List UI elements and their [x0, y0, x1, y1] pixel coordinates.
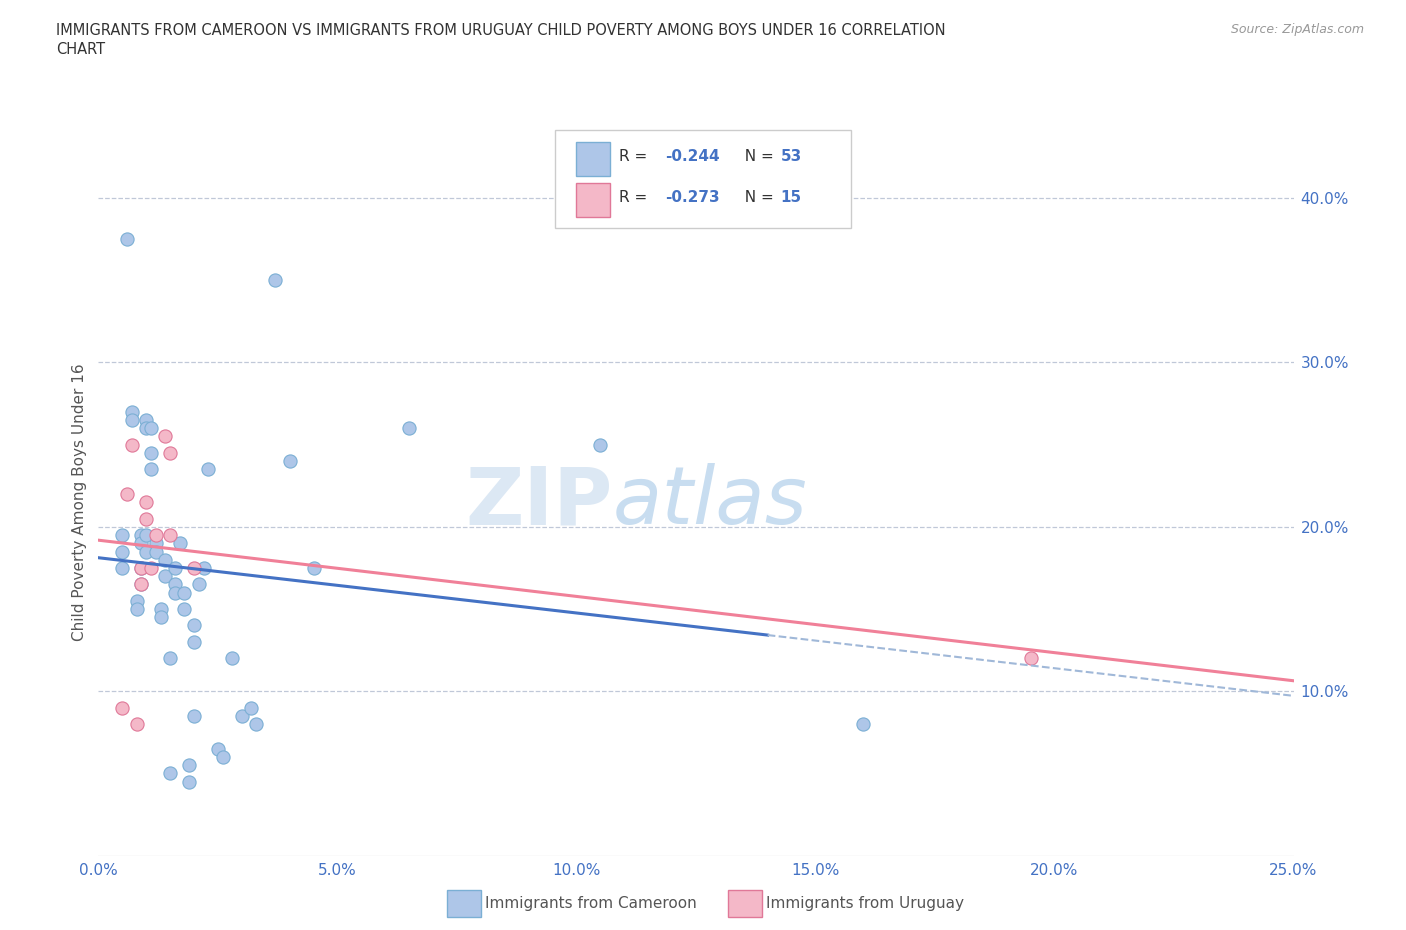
Point: [111, 527, 134, 542]
Text: ZIP: ZIP: [465, 463, 612, 541]
Point: [139, 462, 162, 477]
Y-axis label: Child Poverty Among Boys Under 16: Child Poverty Among Boys Under 16: [72, 364, 87, 641]
Point: [173, 602, 195, 617]
Point: [121, 405, 143, 419]
Text: CHART: CHART: [56, 42, 105, 57]
Point: [155, 552, 177, 567]
Point: [111, 544, 134, 559]
Point: [197, 462, 219, 477]
Point: [173, 585, 195, 600]
Text: 53: 53: [780, 149, 801, 164]
Text: R =: R =: [619, 190, 652, 205]
Point: [139, 420, 162, 435]
Text: -0.244: -0.244: [665, 149, 720, 164]
Point: [125, 717, 148, 732]
Text: atlas: atlas: [612, 463, 807, 541]
Point: [111, 561, 134, 576]
Point: [159, 527, 181, 542]
Point: [245, 717, 267, 732]
Point: [131, 561, 153, 576]
Point: [187, 577, 209, 591]
Text: Source: ZipAtlas.com: Source: ZipAtlas.com: [1230, 23, 1364, 36]
Point: [155, 569, 177, 584]
Point: [159, 766, 181, 781]
Point: [139, 561, 162, 576]
Point: [163, 585, 186, 600]
Point: [135, 527, 157, 542]
Point: [231, 709, 253, 724]
Point: [302, 561, 325, 576]
Point: [278, 454, 301, 469]
Point: [155, 429, 177, 444]
Point: [221, 651, 243, 666]
Point: [145, 527, 167, 542]
Point: [115, 232, 138, 246]
Point: [145, 536, 167, 551]
Point: [159, 445, 181, 460]
Point: [131, 577, 153, 591]
Point: [1019, 651, 1042, 666]
Point: [207, 741, 229, 756]
Text: 15: 15: [780, 190, 801, 205]
Text: Immigrants from Uruguay: Immigrants from Uruguay: [766, 896, 965, 910]
Point: [183, 634, 205, 649]
Point: [398, 420, 420, 435]
Text: R =: R =: [619, 149, 652, 164]
Text: Immigrants from Cameroon: Immigrants from Cameroon: [485, 896, 697, 910]
Text: -0.273: -0.273: [665, 190, 720, 205]
Point: [145, 544, 167, 559]
Text: N =: N =: [735, 149, 779, 164]
Text: N =: N =: [735, 190, 779, 205]
Point: [125, 602, 148, 617]
Point: [183, 709, 205, 724]
Point: [179, 774, 201, 789]
Point: [211, 750, 233, 764]
Point: [149, 602, 172, 617]
Point: [125, 593, 148, 608]
Point: [193, 561, 215, 576]
Point: [183, 561, 205, 576]
Point: [852, 717, 875, 732]
Point: [149, 610, 172, 625]
Point: [115, 486, 138, 501]
Point: [179, 758, 201, 773]
Point: [169, 536, 191, 551]
Point: [135, 544, 157, 559]
Point: [131, 577, 153, 591]
Point: [183, 618, 205, 633]
Point: [264, 272, 287, 287]
Point: [135, 420, 157, 435]
Point: [135, 413, 157, 428]
Point: [135, 495, 157, 510]
Point: [159, 651, 181, 666]
Point: [163, 561, 186, 576]
Point: [240, 700, 263, 715]
Point: [589, 437, 612, 452]
Point: [121, 437, 143, 452]
Point: [163, 577, 186, 591]
Point: [131, 561, 153, 576]
Point: [131, 527, 153, 542]
Point: [121, 413, 143, 428]
Point: [135, 512, 157, 526]
Point: [131, 536, 153, 551]
Point: [111, 700, 134, 715]
Text: IMMIGRANTS FROM CAMEROON VS IMMIGRANTS FROM URUGUAY CHILD POVERTY AMONG BOYS UND: IMMIGRANTS FROM CAMEROON VS IMMIGRANTS F…: [56, 23, 946, 38]
Point: [139, 445, 162, 460]
